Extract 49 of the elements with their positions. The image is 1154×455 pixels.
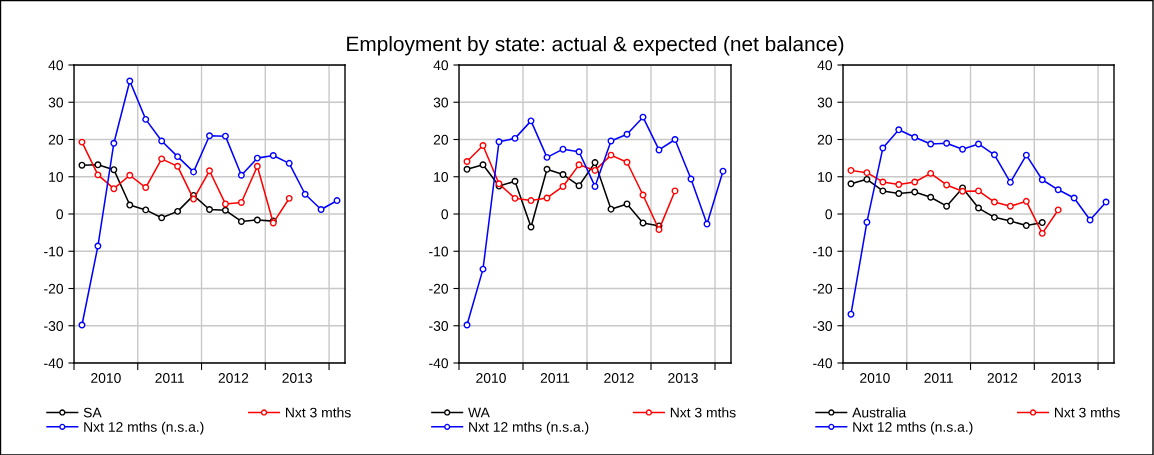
y-tick-label: 0 xyxy=(825,209,833,220)
y-tick-label: -40 xyxy=(813,358,833,369)
y-tick-label: 10 xyxy=(49,172,64,182)
y-tick-label: -10 xyxy=(44,246,64,257)
y-tick-label: 10 xyxy=(434,172,449,182)
x-tick-label: 2013 xyxy=(668,373,698,383)
y-tick-label: -20 xyxy=(813,283,833,294)
chart-title: Employment by state: actual & expected (net balance) xyxy=(347,36,844,56)
y-tick-label: 0 xyxy=(56,209,64,220)
x-tick-label: 2010 xyxy=(860,373,890,383)
x-tick-label: 2012 xyxy=(218,373,249,383)
legend-label: Nxt 3 mths xyxy=(1055,407,1120,418)
y-tick-label: -20 xyxy=(44,283,64,294)
legend-label: SA xyxy=(83,407,102,418)
y-tick-label: 40 xyxy=(433,60,449,71)
y-tick-label: 30 xyxy=(817,97,833,108)
y-tick-label: 0 xyxy=(441,209,449,220)
y-tick-label: -40 xyxy=(44,358,64,369)
x-tick-label: 2011 xyxy=(540,373,570,383)
y-tick-label: -20 xyxy=(429,283,449,294)
y-tick-label: -30 xyxy=(429,321,449,331)
y-tick-label: 10 xyxy=(818,172,833,182)
legend-label: Nxt 3 mths xyxy=(286,407,351,418)
y-tick-label: -30 xyxy=(44,321,64,331)
y-tick-label: 30 xyxy=(48,97,64,108)
legend-label: Nxt 12 mths (n.s.a.) xyxy=(84,421,204,435)
y-tick-label: -30 xyxy=(813,321,833,331)
x-tick-label: 2013 xyxy=(282,373,313,383)
y-tick-label: -10 xyxy=(813,246,833,257)
legend-label: Nxt 3 mths xyxy=(670,407,736,418)
legend-label: Australia xyxy=(852,407,907,418)
y-tick-label: 20 xyxy=(48,134,64,145)
y-tick-label: 40 xyxy=(48,60,64,71)
x-tick-label: 2011 xyxy=(924,373,953,383)
y-tick-label: -40 xyxy=(429,358,449,369)
y-tick-label: 40 xyxy=(817,60,833,71)
y-tick-label: 20 xyxy=(433,134,449,145)
x-tick-label: 2010 xyxy=(91,373,121,383)
legend-label: WA xyxy=(468,407,490,418)
legend-label: Nxt 12 mths (n.s.a.) xyxy=(469,421,589,435)
y-tick-label: 20 xyxy=(817,134,833,145)
y-tick-label: -10 xyxy=(429,246,449,257)
x-tick-label: 2010 xyxy=(476,373,506,383)
x-tick-label: 2013 xyxy=(1051,373,1082,383)
x-tick-label: 2011 xyxy=(155,373,184,383)
x-tick-label: 2012 xyxy=(987,373,1018,383)
x-tick-label: 2012 xyxy=(604,373,634,383)
y-tick-label: 30 xyxy=(433,97,449,108)
legend-label: Nxt 12 mths (n.s.a.) xyxy=(853,421,973,435)
